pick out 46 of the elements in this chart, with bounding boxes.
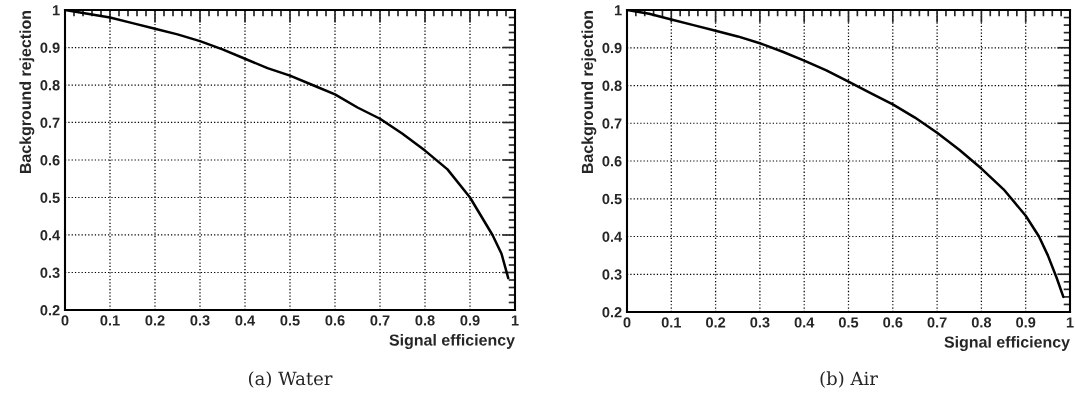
x-tick-label: 0 [61,315,69,326]
text: (a) Water [248,371,333,388]
y-tick-label: 0.4 [40,230,61,241]
x-tick-label: 1 [511,315,519,326]
y-axis-title: Background rejection [581,10,597,174]
y-tick-label: 0.8 [602,80,622,91]
y-tick-label: 0.3 [602,269,622,280]
x-tick-label: 0.2 [145,315,165,326]
y-tick-label: 0.8 [40,80,60,91]
text: (b) Air [820,371,878,388]
x-tick-label: 0.7 [370,315,390,326]
y-tick-label: 1 [614,5,622,16]
y-tick-label: 0.2 [40,305,60,316]
x-tick-label: 0.6 [883,317,903,328]
y-tick-label: 0.5 [40,192,60,203]
x-tick-label: 0.9 [460,315,480,326]
x-tick-label: 0.8 [415,315,435,326]
x-tick-label: 0.4 [794,317,815,328]
x-tick-label: 0.8 [971,317,992,328]
x-tick-label: 0 [623,317,631,328]
y-tick-label: 0.3 [40,267,60,278]
y-tick-label: 0.7 [602,118,622,129]
x-tick-label: 0.1 [100,315,120,326]
y-tick-label: 0.5 [602,193,622,205]
y-tick-label: 0.4 [602,231,623,242]
x-tick-label: 0.3 [190,315,210,326]
y-tick-label: 0.9 [602,42,622,54]
x-axis-title: Signal efficiency [944,336,1070,351]
x-tick-label: 0.2 [706,317,726,328]
y-tick-label: 1 [52,5,60,16]
x-tick-label: 0.7 [927,317,947,328]
x-tick-label: 0.9 [1016,317,1036,328]
y-tick-label: 0.7 [40,117,60,128]
x-axis-title: Signal efficiency [389,334,515,349]
x-tick-label: 0.4 [235,315,256,326]
x-tick-label: 0.1 [661,317,682,328]
x-tick-label: 1 [1066,317,1074,328]
y-axis-title: Background rejection [19,10,35,174]
x-tick-label: 0.3 [750,317,770,328]
y-tick-label: 0.2 [602,307,622,318]
y-tick-label: 0.9 [40,42,60,53]
y-tick-label: 0.6 [602,156,622,167]
x-tick-label: 0.6 [325,315,345,326]
x-tick-label: 0.5 [838,317,859,328]
y-tick-label: 0.6 [40,155,60,166]
x-tick-label: 0.5 [280,315,300,326]
